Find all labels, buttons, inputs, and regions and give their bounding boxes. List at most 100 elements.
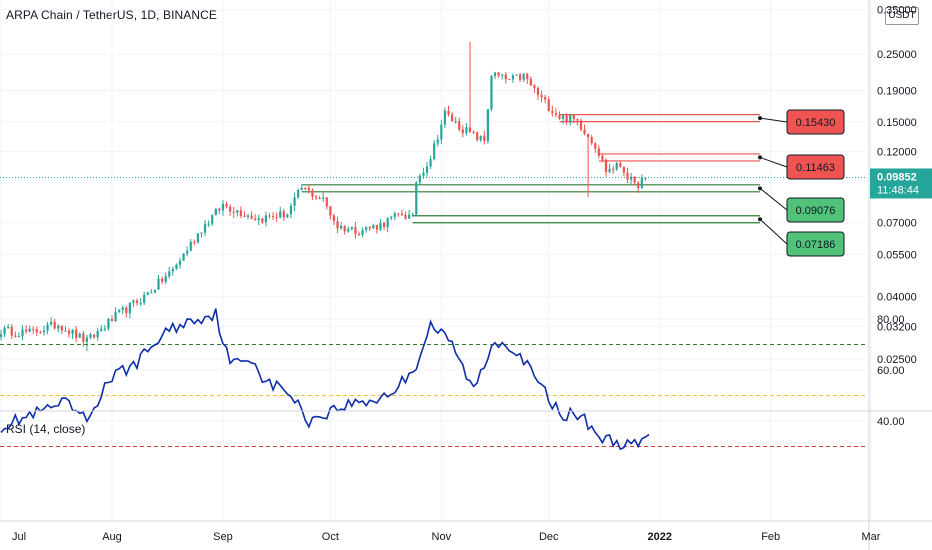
candle-body xyxy=(257,218,260,221)
rsi-tick-label: 60.00 xyxy=(877,365,905,377)
candle-body xyxy=(243,215,246,217)
candle xyxy=(454,116,457,124)
candle xyxy=(46,321,49,335)
callout-dot xyxy=(758,217,762,222)
level-tag-label: 0.09076 xyxy=(796,205,836,217)
candle xyxy=(35,326,38,337)
candle xyxy=(408,209,411,219)
candle-body xyxy=(433,143,436,160)
candle-body xyxy=(229,206,232,212)
candle xyxy=(382,221,386,231)
level-tag-box xyxy=(786,197,845,223)
candle-body xyxy=(239,210,242,216)
candle-body xyxy=(332,215,336,222)
candle xyxy=(53,318,56,330)
candle xyxy=(28,325,31,333)
candle-body xyxy=(21,329,24,337)
candle xyxy=(214,208,217,216)
candle-body xyxy=(372,224,375,228)
candle xyxy=(354,221,357,239)
candle xyxy=(633,176,636,186)
candle-body xyxy=(518,74,522,80)
candle xyxy=(565,113,568,125)
candle xyxy=(243,211,246,218)
candle xyxy=(160,276,164,285)
candle-body xyxy=(143,294,146,303)
candle-body xyxy=(275,217,278,219)
candle xyxy=(218,207,221,215)
candle xyxy=(71,329,74,340)
candle xyxy=(3,325,6,338)
price-tick-label: 0.35000 xyxy=(877,5,917,17)
candle xyxy=(229,204,232,216)
candle-body xyxy=(42,330,46,333)
candle-body xyxy=(7,326,10,328)
price-tick-label: 0.03200 xyxy=(877,321,917,333)
candle xyxy=(508,79,511,81)
candle xyxy=(615,161,618,171)
candle xyxy=(96,328,99,341)
candle-body xyxy=(576,119,579,121)
candle-body xyxy=(425,166,429,173)
candle xyxy=(39,330,42,334)
candle-body xyxy=(629,176,633,180)
candle xyxy=(497,71,500,78)
candle xyxy=(125,305,128,318)
candle xyxy=(533,84,536,94)
candle-body xyxy=(39,332,42,334)
candle xyxy=(175,263,178,271)
candle xyxy=(622,166,626,177)
candle xyxy=(518,72,522,82)
time-tick-label: Mar xyxy=(861,531,880,543)
candle xyxy=(225,201,228,209)
candle xyxy=(415,181,418,216)
candle-body xyxy=(250,215,253,219)
candle-body xyxy=(286,214,289,218)
candle-body xyxy=(203,223,207,233)
candle xyxy=(128,302,131,319)
candle xyxy=(483,130,486,145)
candle-body xyxy=(619,163,622,167)
candle-body xyxy=(447,110,450,115)
currency-selector[interactable]: USDT xyxy=(885,7,919,25)
candle-body xyxy=(32,328,35,330)
candle xyxy=(118,309,121,314)
candle xyxy=(447,105,450,117)
candle xyxy=(254,214,257,221)
candle xyxy=(619,161,622,168)
candle xyxy=(143,291,146,306)
candle-body xyxy=(608,168,611,173)
candle-body xyxy=(551,110,554,114)
callout-connector xyxy=(759,117,788,123)
candle-body xyxy=(46,324,49,331)
level-tag-box xyxy=(786,231,845,257)
candle xyxy=(311,188,314,201)
candle-body xyxy=(100,328,103,331)
candle-body xyxy=(375,224,379,230)
candle xyxy=(239,206,242,219)
candle xyxy=(379,219,382,232)
candle xyxy=(121,305,124,315)
candle xyxy=(515,74,518,76)
candle-body xyxy=(318,197,321,199)
candle xyxy=(400,209,404,216)
candle xyxy=(608,163,611,174)
candle xyxy=(135,298,139,306)
candle xyxy=(171,266,174,276)
candle-body xyxy=(246,215,250,217)
candle xyxy=(601,154,604,163)
candle xyxy=(110,315,114,322)
candle xyxy=(203,219,207,237)
candle-body xyxy=(53,321,56,329)
candle-body xyxy=(289,205,293,215)
candle-body xyxy=(3,327,6,335)
candle xyxy=(157,275,160,290)
candle xyxy=(561,113,565,125)
candle-body xyxy=(171,268,174,272)
candle-body xyxy=(533,85,536,88)
candle-body xyxy=(200,232,203,234)
candle xyxy=(275,212,278,222)
candle xyxy=(182,253,185,261)
candle-body xyxy=(153,289,157,293)
